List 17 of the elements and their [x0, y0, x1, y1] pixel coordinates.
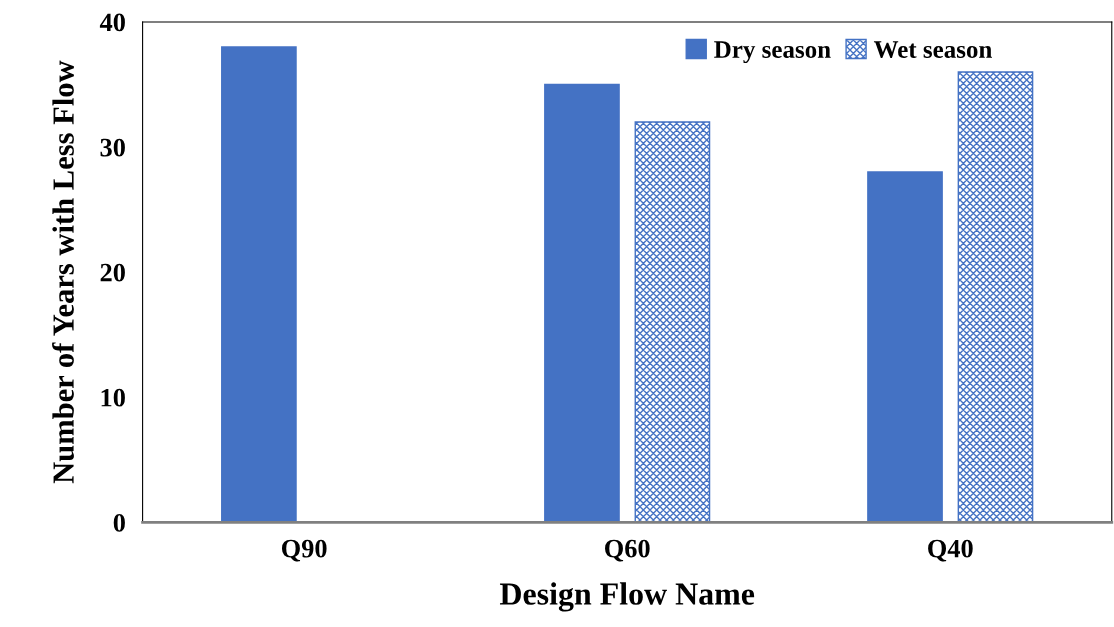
- legend-label: Wet season: [873, 41, 992, 59]
- y-tick-label: 0: [113, 513, 125, 532]
- bar: [544, 83, 620, 523]
- bar: [634, 121, 711, 523]
- x-tick-label: Q40: [928, 539, 973, 562]
- y-tick-label: 30: [100, 138, 125, 157]
- y-tick-label: 40: [99, 13, 125, 32]
- y-tick-label: 10: [101, 388, 125, 407]
- bar: [957, 71, 1034, 523]
- legend-label: Dry season: [714, 41, 831, 64]
- x-tick-label: Q60: [605, 539, 650, 562]
- bar: [221, 46, 297, 523]
- x-axis-title: Design Flow Name: [499, 582, 755, 612]
- y-tick-label: 20: [100, 263, 125, 282]
- y-axis-title: Number of Years with Less Flow: [52, 60, 74, 484]
- x-tick-label: Q90: [281, 539, 327, 562]
- bar: [867, 171, 943, 523]
